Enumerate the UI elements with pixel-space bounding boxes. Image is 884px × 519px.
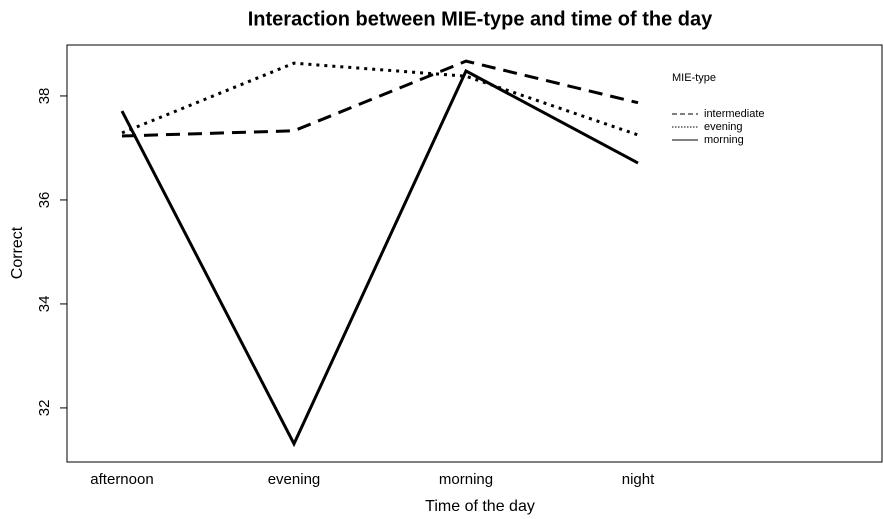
y-axis-label: Correct — [9, 226, 26, 279]
series-line — [121, 59, 639, 138]
y-tick-label: 36 — [36, 192, 53, 209]
legend-label: morning — [704, 134, 744, 146]
legend-title: MIE-type — [672, 72, 716, 84]
x-axis-label: Time of the day — [425, 498, 535, 515]
x-tick-label: evening — [268, 471, 321, 488]
y-tick-label: 38 — [36, 88, 53, 105]
x-tick-label: morning — [439, 471, 493, 488]
y-tick-label: 32 — [36, 400, 53, 417]
y-tick-label: 34 — [36, 296, 53, 313]
series-line — [121, 61, 639, 137]
x-tick-label: afternoon — [90, 471, 153, 488]
chart-title: Interaction between MIE-type and time of… — [248, 8, 713, 30]
plot-frame — [66, 44, 883, 463]
x-tick-label: night — [622, 471, 655, 488]
legend-label: intermediate — [704, 108, 765, 120]
series-line — [120, 68, 639, 448]
legend-label: evening — [704, 121, 743, 133]
